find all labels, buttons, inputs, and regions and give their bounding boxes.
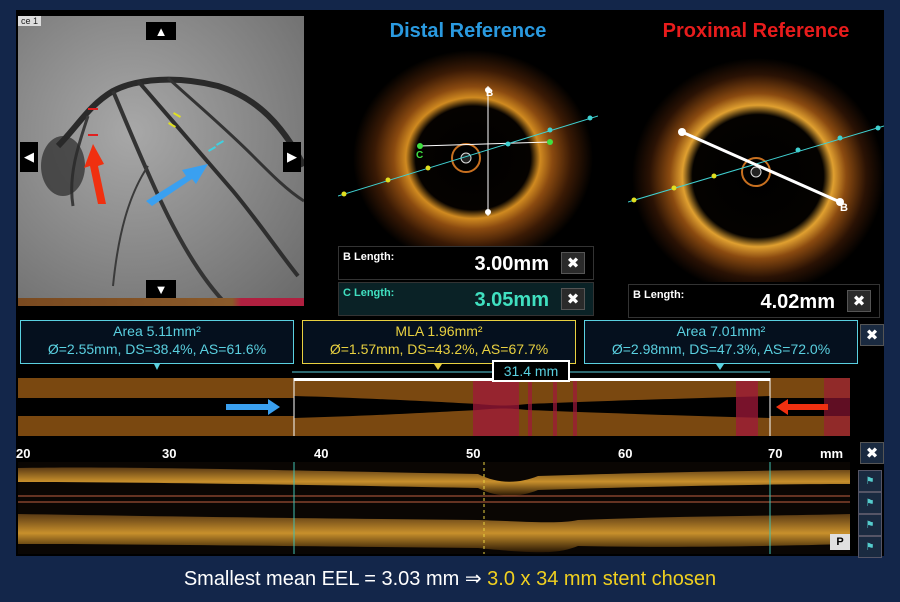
tool-flag-icon-4[interactable]: ⚑ bbox=[858, 536, 882, 558]
distal-area-details: Ø=2.55mm, DS=38.4%, AS=61.6% bbox=[47, 341, 267, 357]
ruler-tick-70: 70 bbox=[768, 446, 783, 461]
ruler-tick-40: 40 bbox=[314, 446, 329, 461]
distal-c-length-value: 3.05mm bbox=[474, 289, 550, 311]
ruler-tick-60: 60 bbox=[618, 446, 633, 461]
proximal-oct-image bbox=[628, 58, 884, 282]
longitudinal-oct-view[interactable] bbox=[18, 462, 850, 554]
ruler-tick-20: 20 bbox=[16, 446, 31, 461]
angiogram-view[interactable]: ce 1 bbox=[18, 16, 304, 306]
distal-oct-view[interactable]: B C bbox=[338, 46, 598, 246]
angio-down-arrow-icon[interactable]: ▼ bbox=[146, 280, 176, 298]
distal-marker-b: B bbox=[486, 88, 494, 99]
proximal-b-length-value: 4.02mm bbox=[760, 291, 836, 313]
angiogram-image bbox=[18, 16, 304, 306]
distal-title: Distal Reference bbox=[389, 20, 547, 42]
tool-flag-icon-3[interactable]: ⚑ bbox=[858, 514, 882, 536]
mla-box[interactable]: MLA 1.96mm² Ø=1.57mm, DS=43.2%, AS=67.7% bbox=[302, 320, 576, 364]
segment-length-label: 31.4 mm bbox=[492, 360, 570, 382]
caption-highlight: 3.0 x 34 mm stent chosen bbox=[487, 568, 717, 590]
distal-marker-c: C bbox=[416, 150, 424, 161]
distal-c-length-row: C Length: 3.05mm ✖ bbox=[338, 282, 594, 316]
angio-left-arrow-icon[interactable]: ◀ bbox=[20, 142, 38, 172]
distal-area-box[interactable]: Area 5.11mm² Ø=2.55mm, DS=38.4%, AS=61.6… bbox=[20, 320, 294, 364]
longitudinal-oct-image bbox=[18, 462, 850, 554]
angio-up-arrow-icon[interactable]: ▲ bbox=[146, 22, 176, 40]
distal-b-length-label: B Length: bbox=[343, 251, 395, 263]
caption-text: Smallest mean EEL = 3.03 mm ⇒ bbox=[183, 568, 488, 590]
proximal-title: Proximal Reference bbox=[662, 20, 850, 42]
proximal-oct-view[interactable]: B bbox=[628, 46, 884, 282]
distal-b-delete-close-icon[interactable]: ✖ bbox=[561, 252, 585, 274]
mla-value: MLA 1.96mm² bbox=[395, 323, 483, 339]
lumen-profile-graphic bbox=[18, 378, 850, 436]
distal-c-delete-close-icon[interactable]: ✖ bbox=[561, 288, 585, 310]
angiogram-tab-label[interactable]: ce 1 bbox=[18, 16, 42, 26]
proximal-b-delete-close-icon[interactable]: ✖ bbox=[847, 290, 871, 312]
proximal-b-length-row: B Length: 4.02mm ✖ bbox=[628, 284, 880, 318]
angiogram-frame-strip[interactable] bbox=[18, 298, 304, 306]
lumen-profile[interactable] bbox=[18, 378, 850, 436]
tool-flag-icon-1[interactable]: ⚑ bbox=[858, 470, 882, 492]
ruler-tick-50: 50 bbox=[466, 446, 481, 461]
ruler-unit: mm bbox=[820, 446, 844, 461]
distal-b-length-row: B Length: 3.00mm ✖ bbox=[338, 246, 594, 280]
segment-marker-triangles bbox=[154, 364, 770, 373]
ruler-tick-30: 30 bbox=[162, 446, 177, 461]
distal-oct-image bbox=[338, 50, 598, 246]
distal-c-length-label: C Length: bbox=[343, 287, 395, 299]
proximal-marker-b: B bbox=[840, 202, 848, 214]
area-panel-close-icon[interactable]: ✖ bbox=[860, 324, 884, 346]
proximal-b-length-label: B Length: bbox=[633, 289, 685, 301]
tool-flag-icon-2[interactable]: ⚑ bbox=[858, 492, 882, 514]
angio-right-arrow-icon[interactable]: ▶ bbox=[283, 142, 301, 172]
distal-b-length-value: 3.00mm bbox=[474, 253, 550, 275]
long-view-close-icon[interactable]: ✖ bbox=[860, 442, 884, 464]
caption: Smallest mean EEL = 3.03 mm ⇒ 3.0 x 34 m… bbox=[0, 566, 900, 591]
distal-area-value: Area 5.11mm² bbox=[113, 323, 201, 339]
proximal-area-details: Ø=2.98mm, DS=47.3%, AS=72.0% bbox=[611, 341, 831, 357]
proximal-area-value: Area 7.01mm² bbox=[676, 323, 766, 339]
mla-details: Ø=1.57mm, DS=43.2%, AS=67.7% bbox=[329, 341, 549, 357]
proximal-area-box[interactable]: Area 7.01mm² Ø=2.98mm, DS=47.3%, AS=72.0… bbox=[584, 320, 858, 364]
p-button[interactable]: P bbox=[830, 534, 850, 550]
